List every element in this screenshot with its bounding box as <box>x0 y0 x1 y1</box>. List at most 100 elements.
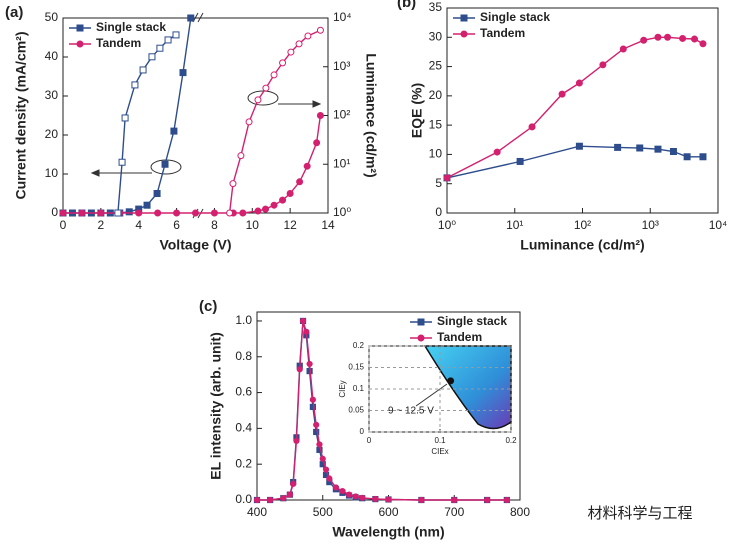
marker <box>76 40 84 48</box>
x-axis-title: Voltage (V) <box>159 237 231 253</box>
marker <box>286 190 294 197</box>
inset-x-title: CIEx <box>431 447 448 456</box>
cie-point <box>447 377 455 385</box>
marker <box>118 158 126 166</box>
marker <box>528 123 536 131</box>
x-tick-label: 10¹ <box>506 218 523 232</box>
marker <box>114 209 122 217</box>
marker <box>417 318 425 326</box>
marker <box>245 118 253 126</box>
y-tick-label: 15 <box>429 117 443 131</box>
y-tick-label: 20 <box>429 88 443 102</box>
x-tick-label: 0.2 <box>505 436 517 445</box>
marker <box>303 162 311 170</box>
x-tick-label: 0 <box>367 436 372 445</box>
marker <box>316 441 323 448</box>
marker <box>237 152 245 160</box>
marker <box>299 317 307 325</box>
marker <box>97 209 105 217</box>
marker <box>345 491 353 498</box>
y-tick-label: 10 <box>45 166 59 180</box>
legend-label: Tandem <box>437 330 482 344</box>
marker <box>293 437 300 445</box>
y-tick-label: 10 <box>429 147 443 161</box>
marker <box>131 81 139 89</box>
y2-tick-label: 10⁰ <box>333 205 351 219</box>
marker <box>575 142 583 150</box>
marker <box>679 34 687 42</box>
y2-axis-title: Luminance (cd/m²) <box>363 53 379 177</box>
marker <box>279 59 287 67</box>
marker <box>280 495 287 502</box>
x-tick-label: 10³ <box>642 218 659 232</box>
marker <box>599 61 607 69</box>
y-tick-label: 0 <box>51 205 58 219</box>
marker <box>290 480 297 487</box>
marker <box>669 148 677 155</box>
y-axis-title: EQE (%) <box>409 83 425 138</box>
marker <box>173 209 181 217</box>
y-tick-label: 0.8 <box>235 349 252 363</box>
y-tick-label: 1.0 <box>235 313 252 327</box>
watermark: 材料科学与工程 <box>587 505 692 522</box>
marker <box>296 178 304 186</box>
marker <box>352 493 359 500</box>
marker <box>153 190 161 197</box>
y2-tick-label: 10³ <box>333 59 350 73</box>
marker <box>503 496 510 504</box>
marker <box>316 26 324 34</box>
marker <box>286 491 293 498</box>
y-tick-label: 0.0 <box>235 492 252 506</box>
marker <box>226 209 234 217</box>
marker <box>417 334 425 342</box>
marker <box>148 53 156 61</box>
inset-annotation: 9 ~ 12.5 V <box>388 406 434 417</box>
x-tick-label: 800 <box>510 505 530 519</box>
x-tick-label: 12 <box>283 218 297 232</box>
panel-label: (a) <box>5 4 23 21</box>
marker <box>59 209 67 217</box>
y-tick-label: 40 <box>45 49 59 63</box>
marker <box>493 148 501 156</box>
y-tick-label: 35 <box>429 0 443 14</box>
marker <box>640 36 648 44</box>
y-axis-title: Current density (mA/cm²) <box>13 31 29 199</box>
y2-tick-label: 10² <box>333 108 350 122</box>
marker <box>303 328 310 335</box>
marker <box>239 209 247 217</box>
marker <box>270 201 278 209</box>
arrowhead <box>90 169 100 177</box>
marker <box>654 33 662 41</box>
marker <box>164 36 172 44</box>
panel-label: (c) <box>199 298 217 315</box>
x-tick-label: 14 <box>321 218 335 232</box>
legend-label: Single stack <box>437 314 507 328</box>
y-tick-label: 0.1 <box>353 384 365 393</box>
x-tick-label: 10 <box>246 218 260 232</box>
marker <box>654 145 662 153</box>
marker <box>253 496 261 504</box>
arrowhead <box>312 100 322 108</box>
inset-y-title: CIEy <box>338 380 347 397</box>
marker <box>170 127 178 135</box>
ellipse <box>247 90 279 106</box>
marker <box>313 428 320 436</box>
marker <box>179 69 187 77</box>
marker <box>326 475 333 482</box>
cie-locus <box>423 345 512 430</box>
inset-arrow <box>415 383 448 407</box>
marker <box>187 14 195 22</box>
marker <box>699 153 707 161</box>
marker <box>287 48 295 56</box>
y-tick-label: 30 <box>45 88 59 102</box>
marker <box>270 71 278 79</box>
y-axis-title: EL intensity (arb. unit) <box>208 332 224 480</box>
y-tick-label: 0.2 <box>235 456 252 470</box>
x-tick-label: 8 <box>211 218 218 232</box>
x-tick-label: 700 <box>444 505 464 519</box>
marker <box>516 157 524 165</box>
marker <box>76 24 84 32</box>
x-tick-label: 0.1 <box>434 436 446 445</box>
marker <box>135 209 143 217</box>
